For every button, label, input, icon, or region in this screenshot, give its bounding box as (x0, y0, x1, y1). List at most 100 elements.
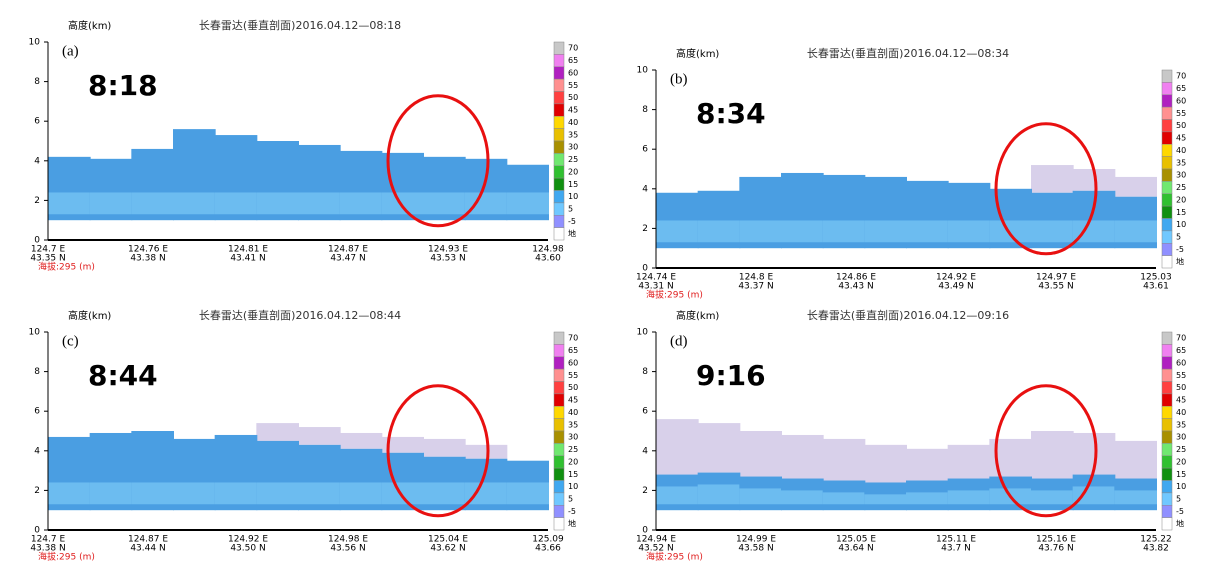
y-tick-label: 0 (34, 236, 40, 246)
echo-core (506, 482, 549, 505)
echo-core (906, 220, 949, 243)
legend-swatch (553, 455, 565, 469)
legend-label: 5 (568, 205, 573, 214)
legend-label: 65 (1176, 346, 1186, 355)
legend-swatch (553, 331, 565, 345)
legend-swatch (1161, 255, 1173, 269)
legend-swatch (553, 78, 565, 92)
x-tick-label: 43.7 N (941, 544, 971, 554)
legend-label: -5 (1176, 507, 1184, 516)
echo-core (131, 482, 174, 505)
legend-swatch (553, 215, 565, 228)
legend-swatch (553, 344, 565, 357)
echo-core (864, 494, 907, 505)
x-tick-label: 124.86 E (836, 273, 876, 283)
legend-swatch (1161, 168, 1173, 182)
echo-core (781, 490, 824, 505)
x-tick-label: 43.64 N (838, 544, 873, 554)
legend-label: 50 (1176, 121, 1186, 130)
y-tick-label: 4 (642, 184, 648, 194)
y-tick-label: 2 (34, 486, 40, 496)
echo-weak (697, 423, 741, 473)
altitude-label: 海拔:295 (m) (646, 551, 703, 562)
panel-time: 8:18 (88, 69, 158, 102)
echo-weak (1031, 165, 1074, 193)
legend-label: 70 (1176, 72, 1186, 81)
y-tick-label: 0 (642, 264, 648, 274)
y-axis-label: 高度(km) (68, 19, 111, 32)
echo-core (697, 220, 741, 243)
echo-core (381, 482, 424, 505)
legend-swatch (553, 190, 565, 204)
x-tick-label: 43.76 N (1038, 544, 1073, 554)
echo-core (656, 486, 699, 505)
echo-weak (656, 419, 699, 475)
legend-swatch (1161, 218, 1173, 232)
panel-label: (b) (670, 71, 688, 87)
echo-core (339, 192, 383, 215)
x-tick-label: 43.50 N (230, 544, 265, 554)
y-tick-label: 0 (642, 526, 648, 536)
radar-panel: 0 2 4 6 8 10 高度(km) 长春雷达(垂直剖面)2016.04.12—08:18 (… (29, 18, 579, 273)
legend-swatch (1161, 156, 1173, 170)
echo-weak (906, 448, 949, 481)
legend-swatch (553, 418, 565, 432)
x-tick-label: 124.99 E (736, 535, 776, 545)
legend-label: 20 (1176, 195, 1186, 204)
x-tick-label: 43.43 N (838, 282, 873, 292)
x-tick-label: 125.11 E (936, 535, 976, 545)
legend-label: 65 (568, 56, 578, 65)
legend-label: 40 (568, 408, 578, 417)
echo-weak (781, 434, 824, 479)
panel-time: 8:44 (88, 359, 158, 392)
echo-core (131, 192, 174, 215)
panel-title: 长春雷达(垂直剖面)2016.04.12—08:18 (199, 18, 401, 32)
x-tick-label: 124.74 E (636, 273, 676, 283)
legend-label: 30 (1176, 433, 1186, 442)
legend-label: 35 (568, 420, 578, 429)
legend-label: 55 (1176, 109, 1186, 118)
legend-label: 40 (568, 118, 578, 127)
x-tick-label: 43.55 N (1038, 282, 1073, 292)
x-tick-label: 125.05 E (836, 535, 876, 545)
legend-swatch (553, 368, 565, 382)
echo-core (48, 192, 91, 215)
y-tick-label: 8 (34, 77, 40, 87)
legend-label: 25 (1176, 183, 1186, 192)
x-tick-label: 124.98 E (328, 535, 368, 545)
y-tick-label: 4 (34, 446, 40, 456)
x-tick-label: 124.81 E (228, 245, 268, 255)
echo-core (1072, 486, 1116, 505)
legend-swatch (553, 41, 565, 55)
x-tick-label: 125.09 (532, 535, 564, 545)
x-tick-label: 43.60 (535, 254, 561, 264)
echo-weak (381, 436, 424, 453)
legend-swatch (1161, 356, 1173, 370)
legend-swatch (553, 381, 565, 395)
legend-label: 20 (1176, 457, 1186, 466)
echo-weak (739, 431, 782, 477)
legend-swatch (553, 517, 565, 531)
echo-core (89, 192, 133, 215)
echo-core (48, 482, 91, 505)
legend-label: 65 (568, 346, 578, 355)
echo-core (1072, 220, 1116, 243)
x-tick-label: 124.7 E (31, 535, 66, 545)
legend-swatch (1161, 243, 1173, 256)
legend-swatch (553, 356, 565, 370)
radar-panel: 0 2 4 6 8 10 高度(km) 长春雷达(垂直剖面)2016.04.12—08:34 (… (636, 46, 1186, 300)
x-tick-label: 124.8 E (739, 273, 774, 283)
legend-swatch (553, 91, 565, 105)
altitude-label: 海拔:295 (m) (38, 261, 95, 273)
highlight-ellipse (994, 384, 1098, 518)
legend-label: 25 (568, 155, 578, 164)
legend-label: 50 (568, 93, 578, 102)
legend-swatch (1161, 205, 1173, 219)
legend-label: 5 (1176, 495, 1181, 504)
x-tick-label: 125.22 (1140, 535, 1172, 545)
x-tick-label: 43.56 N (330, 544, 365, 554)
echo-core (906, 492, 949, 505)
legend-swatch (1161, 193, 1173, 207)
panel-title: 长春雷达(垂直剖面)2016.04.12—08:34 (807, 46, 1009, 60)
echo-core (1114, 220, 1157, 243)
